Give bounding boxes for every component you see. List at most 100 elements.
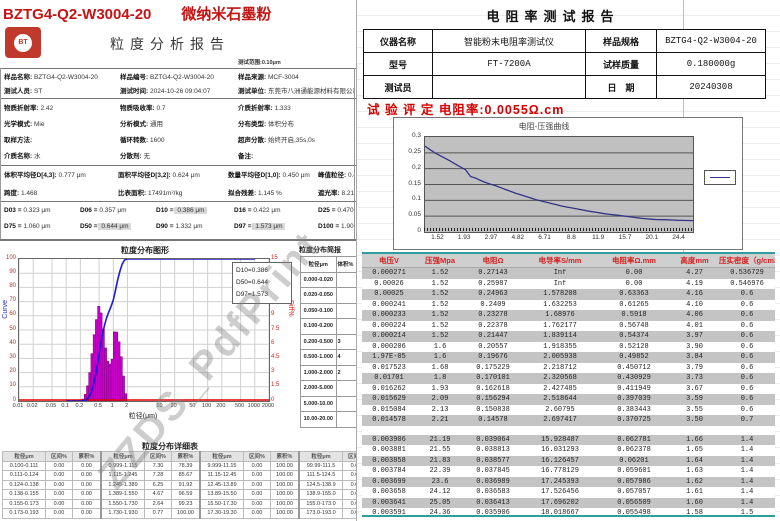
data-cell: 0.059601 (617, 467, 651, 476)
detail-cell: 85.67 (171, 470, 201, 481)
data-cell: 0.038813 (476, 446, 510, 455)
detail-cell: 0.00 (243, 470, 271, 481)
field-label: 循环转数: (120, 137, 149, 144)
logo-monogram: BT (14, 33, 32, 52)
data-cell: 1.918355 (543, 342, 577, 351)
x-tick: 200 (216, 403, 226, 409)
brief-row: 0.100-0.200 (300, 318, 357, 335)
histogram-bar (119, 356, 123, 402)
data-cell: 1.839114 (543, 332, 577, 341)
data-table-row: 0.017523 1.68 0.175229 2.218712 0.450712 3.79… (362, 363, 775, 374)
resistance-pressure-chart: 电阻-压强曲线 0.3 0.25 0.2 0.15 0.1 0.05 0 1.52 1.93 2.… (393, 117, 743, 250)
data-cell: 4.10 (686, 300, 703, 309)
detail-row: 0.100-0.111 0.00 0.00 0.999-1.115 7.30 78.39 9… (2, 460, 356, 471)
r-x-tick: 6.71 (538, 234, 551, 241)
data-cell: 0.00 (625, 279, 643, 288)
field-label: 体积平均径D[4,3]: (4, 172, 57, 179)
detail-cell: 100.00 (270, 508, 300, 519)
data-cell: 21.55 (429, 446, 451, 455)
r-x-tick: 24.4 (672, 234, 685, 241)
detail-header-cell: 区间% (243, 451, 271, 462)
field: 样品来源: MCF-3004 (238, 71, 354, 85)
data-cell: 0.6 (740, 290, 754, 299)
field: D75 = 1.060 μm (4, 223, 80, 239)
field-value: 0.7 (154, 105, 166, 112)
data-cell: 1.68 (431, 363, 449, 372)
histogram-bar (106, 360, 110, 402)
detail-row: 0.111-0.124 0.00 0.00 1.115-1.245 7.28 85.67 1… (2, 470, 356, 481)
y-left-tick: 20 (9, 368, 16, 375)
data-cell: 0.01701 (374, 374, 404, 383)
r-y-tick: 0.2 (411, 163, 421, 171)
divider (0, 201, 356, 202)
data-table-row: 0.003591 24.36 0.035906 18.018667 0.055498 1.… (362, 508, 775, 519)
field-row: 取样方法: 循环转数: 1600 超声分散: 始终开启,35s,0s (4, 134, 354, 150)
data-cell: 0.036583 (476, 488, 510, 497)
histogram-bar (121, 375, 125, 402)
r-y-tick: 0.3 (411, 132, 421, 139)
data-cell: 0.397039 (617, 395, 651, 404)
field-label: 面积平均径D[3,2]: (118, 172, 171, 179)
y-right-tick: 15 (271, 254, 278, 261)
data-cell: 0.19676 (478, 353, 508, 362)
field-value: Mie (32, 121, 45, 128)
r-x-tick: 1.52 (431, 234, 444, 241)
data-cell: 1.97E-05 (372, 353, 406, 362)
data-cell: 1.8 (433, 374, 447, 383)
data-cell: 0.003881 (372, 446, 406, 455)
field-label: 分析模式: (120, 121, 149, 128)
x-tick: 2 (124, 403, 129, 409)
data-table-header-row: 电压V 压强Mpa 电阻Ω 电导率S/mm 电阻率Ω.mm 高度mm 压实密度（g/cm3） (362, 254, 775, 268)
y-left-tick: 60 (9, 311, 16, 318)
field-label: 分散剂: (120, 153, 142, 160)
detail-cell: 2.64 (144, 498, 172, 509)
data-cell: 16.126457 (541, 456, 579, 465)
company-logo: BT (5, 27, 41, 58)
detail-cell: 138.9-155.0 (298, 489, 343, 500)
detail-cell: 100.00 (171, 508, 201, 519)
data-header-cell: 电阻率Ω.mm (612, 256, 656, 265)
histogram-bar (104, 347, 107, 402)
data-cell: 1.52 (431, 300, 449, 309)
brief-row: 10.00-20.00 (300, 411, 357, 428)
field: 介质名称: 水 (4, 150, 120, 166)
size-distribution-plot (18, 258, 270, 402)
x-tick: 10 (156, 403, 163, 409)
data-table-row: 0.003881 21.55 0.038813 16.031293 0.062378 1.… (362, 445, 775, 456)
info-value: 0.180000g (656, 52, 766, 76)
histogram-bar (99, 312, 103, 402)
field-row: 测试人员: ST 测试时间: 2024-10-26 09:04:07 测试单位: 东… (4, 85, 354, 99)
detail-cell: 6.25 (144, 479, 172, 490)
field: 体积平均径D[4,3]: 0.777 μm (4, 169, 118, 187)
detail-cell: 12.45-13.89 (199, 479, 244, 490)
data-cell: 1.66 (686, 435, 703, 444)
info-row: 仪器名称 智能粉末电阻率测试仪 样品规格 BZTG4-Q2-W3004-20 (363, 29, 766, 53)
field-label: 样品来源: (238, 74, 267, 81)
data-cell: 4.16 (686, 290, 703, 299)
data-cell: 0.61265 (619, 300, 649, 309)
field-row: D75 = 1.060 μm D50 = 0.644 μm D90 = 1.332 … (4, 223, 354, 239)
particle-size-report-panel: BZTG4-Q2-W3004-20 微纳米石墨粉 BT 粒度分析报告 测试范围:… (0, 0, 357, 521)
data-cell: 2.218712 (543, 363, 577, 372)
resistivity-report-panel: 电阻率测试报告 仪器名称 智能粉末电阻率测试仪 样品规格 BZTG4-Q2-W3004… (357, 0, 780, 521)
data-header-cell: 压实密度（g/cm3） (719, 256, 775, 265)
resistance-curve (424, 145, 694, 222)
detail-row: 0.155-0.173 0.00 0.00 1.550-1.730 2.64 99.23 1… (2, 498, 356, 509)
field-row: 跨度: 1.468 比表面积: 17491m²/kg 拟合残差: 1.145 % 遮光… (4, 187, 354, 205)
field-value: 始终开启,35s,0s (266, 137, 315, 144)
data-cell: 1.52 (431, 279, 449, 288)
data-cell: 1.65 (686, 446, 703, 455)
average-sizes-section: 体积平均径D[4,3]: 0.777 μm 面积平均径D[3,2]: 0.624 … (4, 169, 354, 205)
x-tick: 2000 (261, 403, 275, 409)
data-cell: 16.778129 (541, 467, 579, 476)
data-table-row: 0.014578 2.21 0.14578 2.697417 0.370725 3.50 0… (362, 415, 775, 426)
data-cell: 1.64 (686, 456, 703, 465)
data-cell: 1.4 (740, 435, 754, 444)
field-label: 跨度: (4, 190, 20, 197)
field: 峰值粒径: 0.487 (318, 169, 354, 187)
data-cell: 2.320568 (543, 374, 577, 383)
data-cell: 0.036989 (476, 477, 510, 486)
y-left-tick: 70 (9, 297, 16, 304)
detail-cell: 0.00 (72, 508, 102, 519)
field-label: 物质吸收率: (120, 105, 155, 112)
